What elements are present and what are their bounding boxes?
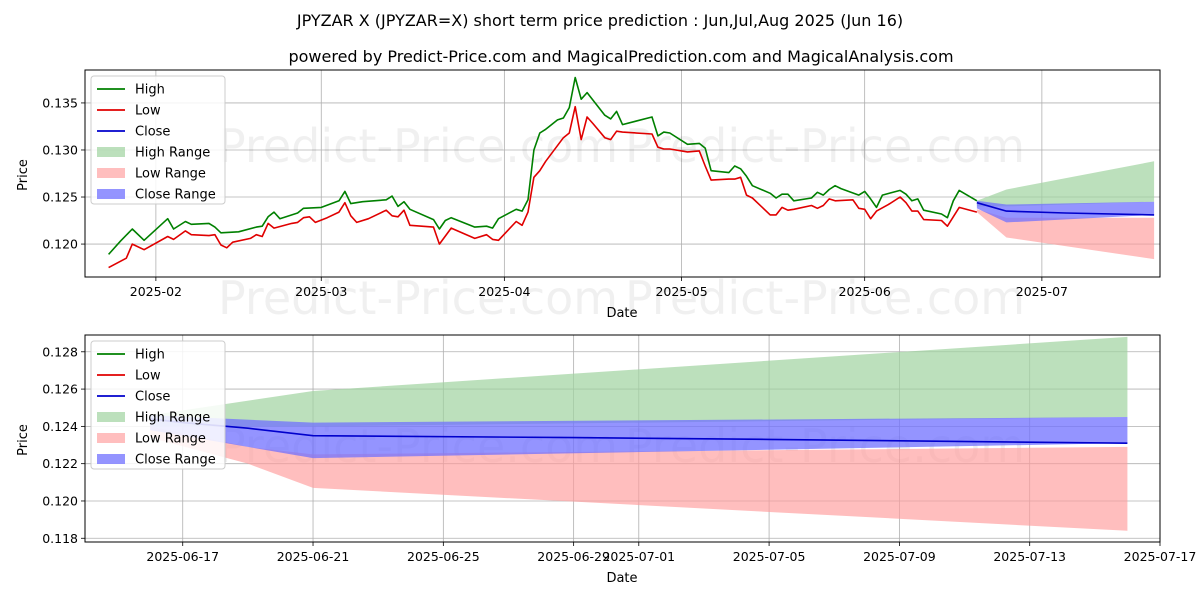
top-watermark-bottom-left: Predict-Price.com xyxy=(218,271,618,325)
x-tick-label: 2025-07-09 xyxy=(863,549,936,564)
bottom-legend: High Low Close High Range Low Range Close Ran… xyxy=(90,340,226,470)
low-line xyxy=(108,105,978,269)
legend-label: Close Range xyxy=(135,188,216,203)
x-tick-label: 2025-06-29 xyxy=(537,549,610,564)
legend-label: Close Range xyxy=(135,453,216,468)
y-tick-label: 0.126 xyxy=(42,382,78,397)
x-tick-label: 2025-07-05 xyxy=(733,549,806,564)
bottom-plot-frame xyxy=(84,334,1161,543)
legend-label: High xyxy=(135,83,165,98)
legend-swatch-low-range xyxy=(97,168,125,178)
legend-label: High Range xyxy=(135,146,210,161)
legend-swatch-low-range xyxy=(97,433,125,443)
top-plot-frame xyxy=(84,69,1161,278)
bottom-y-ticks: 0.118 0.120 0.122 0.124 0.126 0.128 xyxy=(42,344,85,546)
legend-swatch-close-range xyxy=(97,454,125,464)
y-tick-label: 0.118 xyxy=(42,531,78,546)
x-tick-label: 2025-06 xyxy=(839,284,891,299)
legend-label: Low xyxy=(135,369,161,384)
legend-swatch-high-range xyxy=(97,412,125,422)
x-tick-label: 2025-02 xyxy=(130,284,182,299)
legend-swatch-close-range xyxy=(97,189,125,199)
x-tick-label: 2025-03 xyxy=(295,284,347,299)
y-tick-label: 0.122 xyxy=(42,456,78,471)
legend-label: Low Range xyxy=(135,167,206,182)
high-range-band xyxy=(150,336,1128,427)
top-y-ticks: 0.120 0.125 0.130 0.135 xyxy=(42,95,85,252)
x-tick-label: 2025-04 xyxy=(478,284,530,299)
y-tick-label: 0.124 xyxy=(42,419,78,434)
x-tick-label: 2025-07-13 xyxy=(993,549,1066,564)
low-range-band xyxy=(150,426,1128,531)
close-forecast-line xyxy=(976,201,1155,216)
y-tick-label: 0.128 xyxy=(42,344,78,359)
chart-subtitle: powered by Predict-Price.com and Magical… xyxy=(288,47,953,66)
legend-label: Low xyxy=(135,104,161,119)
top-x-ticks: 2025-02 2025-03 2025-04 2025-05 2025-06 2025-… xyxy=(130,277,1068,299)
x-tick-label: 2025-05 xyxy=(655,284,707,299)
top-watermark-bottom-right: Predict-Price.com xyxy=(625,271,1025,325)
x-tick-label: 2025-06-21 xyxy=(277,549,350,564)
chart-title: JPYZAR X (JPYZAR=X) short term price pre… xyxy=(296,11,903,30)
x-tick-label: 2025-07-17 xyxy=(1124,549,1197,564)
top-legend: High Low Close High Range Low Range Close Ran… xyxy=(90,75,226,205)
legend-label: Low Range xyxy=(135,432,206,447)
legend-label: High xyxy=(135,348,165,363)
y-tick-label: 0.120 xyxy=(42,493,78,508)
x-tick-label: 2025-06-17 xyxy=(146,549,219,564)
bottom-panel: Predict-Price.com Predict-Price.com 2025… xyxy=(16,334,1196,586)
top-watermark-left: Predict-Price.com xyxy=(218,119,618,173)
top-y-axis-label: Price xyxy=(16,159,31,191)
y-tick-label: 0.125 xyxy=(42,190,78,205)
bottom-x-axis-label: Date xyxy=(606,571,637,586)
y-tick-label: 0.130 xyxy=(42,142,78,157)
legend-label: High Range xyxy=(135,411,210,426)
high-range-band xyxy=(976,161,1155,207)
top-panel: Predict-Price.com Predict-Price.com Pred… xyxy=(16,69,1161,325)
legend-label: Close xyxy=(135,390,170,405)
x-tick-label: 2025-07 xyxy=(1016,284,1068,299)
close-range-band xyxy=(150,415,1128,459)
legend-label: Close xyxy=(135,125,170,140)
bottom-series xyxy=(150,336,1128,531)
top-x-axis-label: Date xyxy=(606,306,637,321)
close-range-band xyxy=(976,200,1155,223)
y-tick-label: 0.120 xyxy=(42,237,78,252)
legend-swatch-high-range xyxy=(97,147,125,157)
high-line xyxy=(108,76,978,255)
top-grid xyxy=(85,70,1160,277)
y-tick-label: 0.135 xyxy=(42,95,78,110)
x-tick-label: 2025-07-01 xyxy=(602,549,675,564)
top-series xyxy=(108,76,1155,269)
low-range-band xyxy=(976,209,1155,260)
top-watermark-right: Predict-Price.com xyxy=(625,119,1025,173)
x-tick-label: 2025-06-25 xyxy=(407,549,480,564)
bottom-x-ticks: 2025-06-17 2025-06-21 2025-06-25 2025-06-29… xyxy=(146,542,1196,564)
bottom-y-axis-label: Price xyxy=(16,424,31,456)
